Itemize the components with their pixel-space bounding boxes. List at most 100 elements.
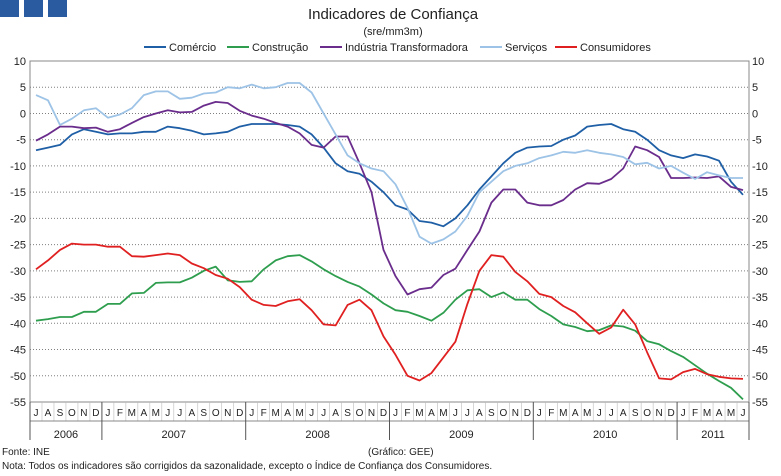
y-tick-label-left: -10 (10, 161, 26, 173)
logo-square-3 (48, 0, 67, 17)
y-tick-label-left: -35 (10, 292, 26, 304)
year-label: 2011 (701, 429, 725, 441)
x-month-label: D (236, 408, 243, 419)
y-tick-label-right: -20 (752, 213, 768, 225)
x-month-label: A (620, 408, 627, 419)
x-month-label: J (537, 408, 542, 419)
x-month-label: A (141, 408, 148, 419)
x-month-label: J (177, 408, 182, 419)
x-month-label: O (356, 408, 364, 419)
y-tick-label-right: 10 (752, 56, 764, 68)
credit-label: (Gráfico: GEE) (368, 447, 434, 458)
x-month-label: N (80, 408, 87, 419)
x-month-label: N (656, 408, 663, 419)
x-month-label: A (716, 408, 723, 419)
x-month-label: J (33, 408, 38, 419)
x-month-label: M (703, 408, 711, 419)
x-month-label: J (609, 408, 614, 419)
x-month-label: J (165, 408, 170, 419)
series-line (35, 242, 744, 382)
series-line (35, 123, 744, 228)
x-month-label: M (271, 408, 279, 419)
plot-frame (29, 60, 750, 403)
y-tick-label-left: -5 (16, 135, 26, 147)
x-month-label: M (128, 408, 136, 419)
x-month-label: J (105, 408, 110, 419)
x-month-label: A (284, 408, 291, 419)
x-month-label: S (488, 408, 495, 419)
y-tick-label-left: 10 (14, 56, 26, 68)
y-tick-label-left: -45 (10, 345, 26, 357)
y-tick-label-right: -25 (752, 240, 768, 252)
x-month-label: A (332, 408, 339, 419)
series-line (35, 254, 744, 401)
footnote: Nota: Todos os indicadores são corrigido… (2, 461, 493, 472)
y-tick-label-right: -15 (752, 187, 768, 199)
y-tick-label-left: -15 (10, 187, 26, 199)
y-tick-label-right: -10 (752, 161, 768, 173)
x-month-label: S (344, 408, 351, 419)
x-month-label: J (321, 408, 326, 419)
x-month-label: M (559, 408, 567, 419)
x-month-label: F (692, 408, 698, 419)
x-month-label: N (512, 408, 519, 419)
x-month-label: F (261, 408, 267, 419)
year-label: 2010 (593, 429, 617, 441)
legend-label: Construção (252, 42, 308, 54)
x-month-label: M (152, 408, 160, 419)
y-tick-label-left: 0 (20, 108, 26, 120)
x-month-label: J (681, 408, 686, 419)
x-month-label: A (188, 408, 195, 419)
x-month-label: F (404, 408, 410, 419)
y-tick-label-right: -30 (752, 266, 768, 278)
year-label: 2009 (449, 429, 473, 441)
y-tick-label-right: -55 (752, 397, 768, 409)
x-month-label: D (667, 408, 674, 419)
x-month-label: J (309, 408, 314, 419)
x-month-label: A (572, 408, 579, 419)
y-tick-label-right: -45 (752, 345, 768, 357)
y-tick-label-left: -30 (10, 266, 26, 278)
y-tick-label-left: -40 (10, 318, 26, 330)
x-month-label: M (415, 408, 423, 419)
x-month-label: D (380, 408, 387, 419)
y-tick-label-left: 5 (20, 82, 26, 94)
x-month-label: J (249, 408, 254, 419)
x-month-label: O (68, 408, 76, 419)
x-month-label: N (224, 408, 231, 419)
y-tick-label-right: -50 (752, 371, 768, 383)
x-month-label: A (45, 408, 52, 419)
x-month-label: J (741, 408, 746, 419)
x-month-label: M (583, 408, 591, 419)
y-tick-label-right: 5 (752, 82, 758, 94)
legend-label: Serviços (505, 42, 548, 54)
chart-subtitle: (sre/mm3m) (363, 26, 422, 38)
chart-title: Indicadores de Confiança (308, 6, 479, 23)
y-tick-label-left: -55 (10, 397, 26, 409)
x-month-label: M (439, 408, 447, 419)
x-month-label: J (597, 408, 602, 419)
y-tick-label-right: -35 (752, 292, 768, 304)
x-month-label: J (453, 408, 458, 419)
grid (29, 60, 750, 403)
x-month-label: J (465, 408, 470, 419)
axes: 10 10 5 5 0 0 -5 -5 -10 -10 -15 -15 -20 -20 -25 -25 -30 -… (10, 56, 768, 441)
y-tick-label-right: -5 (752, 135, 762, 147)
x-month-label: N (368, 408, 375, 419)
x-month-label: M (727, 408, 735, 419)
x-month-label: S (57, 408, 64, 419)
y-tick-label-left: -20 (10, 213, 26, 225)
series-line (35, 101, 744, 296)
series-group (35, 82, 744, 401)
x-month-label: D (92, 408, 99, 419)
source-label: Fonte: INE (2, 447, 50, 458)
y-tick-label-right: -40 (752, 318, 768, 330)
logo-square-1 (0, 0, 19, 17)
x-month-label: M (295, 408, 303, 419)
y-tick-label-left: -25 (10, 240, 26, 252)
legend-label: Comércio (169, 42, 216, 54)
logo-square-2 (24, 0, 43, 17)
x-month-label: J (393, 408, 398, 419)
x-month-label: O (212, 408, 220, 419)
x-month-label: F (548, 408, 554, 419)
